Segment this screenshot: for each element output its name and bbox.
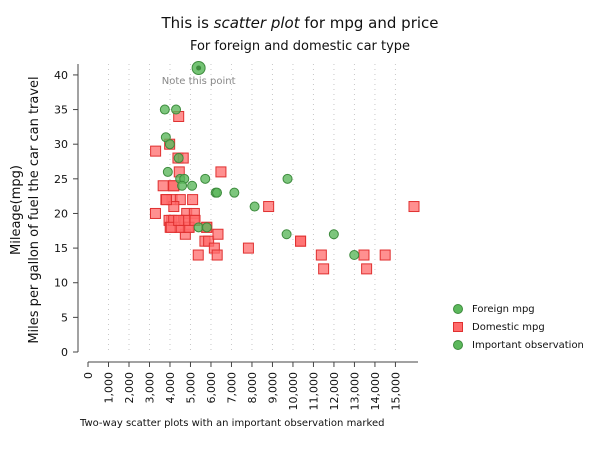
domestic-point [150,145,162,157]
y-tick-label: 20 [54,207,68,220]
chart-title-emphasis: scatter plot [213,14,300,32]
legend-label-domestic: Domestic mpg [472,321,545,333]
foreign-point [177,180,188,191]
domestic-point [263,201,275,213]
x-tick-label: 0 [82,372,95,379]
domestic-point [192,249,204,261]
foreign-point [193,222,204,233]
important-note: Note this point [162,76,236,87]
foreign-point [159,104,170,115]
y-tick-label: 35 [54,104,68,117]
legend-item-foreign: Foreign mpg [450,300,584,318]
foreign-point [249,201,260,212]
domestic-point [315,249,327,261]
domestic-point [203,235,215,247]
chart-caption: Two-way scatter plots with an important … [80,418,385,429]
chart-title: This is scatter plot for mpg and price [0,14,600,32]
x-tick-label: 8,000 [246,372,259,404]
domestic-point [160,194,172,206]
important-point-center [196,65,202,71]
domestic-point [358,249,370,261]
domestic-point [173,214,185,226]
foreign-point [187,180,198,191]
foreign-point [281,229,292,240]
x-tick-label: 6,000 [205,372,218,404]
legend-item-important: Important observation [450,336,584,354]
chart-subtitle: For foreign and domestic car type [189,39,411,54]
y-tick-label: 15 [54,242,68,255]
legend-swatch-domestic [450,322,466,332]
domestic-point [149,207,161,219]
x-tick-label: 14,000 [369,372,382,411]
x-tick-label: 12,000 [328,372,341,411]
domestic-point [174,194,186,206]
x-tick-label: 7,000 [225,372,238,404]
domestic-point [168,201,180,213]
foreign-point [164,139,175,150]
domestic-point [157,180,169,192]
y-tick-label: 30 [54,138,68,151]
legend-swatch-important [450,340,466,350]
domestic-point [295,235,307,247]
y-tick-label: 40 [54,69,68,82]
legend-item-domestic: Domestic mpg [450,318,584,336]
x-tick-label: 10,000 [287,372,300,411]
y-axis-title: Miles per gallon of fuel the car can tra… [27,76,42,343]
domestic-point [165,221,177,233]
domestic-point [318,263,330,275]
chart-title-pre: This is [161,14,214,32]
x-tick-label: 2,000 [123,372,136,404]
foreign-point [201,222,212,233]
x-tick-label: 15,000 [389,372,402,411]
x-tick-label: 4,000 [164,372,177,404]
foreign-point [200,173,211,184]
x-tick-label: 3,000 [143,372,156,404]
x-tick-label: 13,000 [348,372,361,411]
y-tick-label: 25 [54,173,68,186]
y-tick-label: 0 [61,346,68,359]
domestic-point [361,263,373,275]
y-tick-label: 10 [54,277,68,290]
chart-legend: Foreign mpg Domestic mpg Important obser… [450,300,584,354]
chart-title-post: for mpg and price [299,14,439,32]
foreign-point [162,166,173,177]
legend-label-important: Important observation [472,339,584,351]
legend-label-foreign: Foreign mpg [472,303,535,315]
domestic-point [187,194,199,206]
domestic-point [379,249,391,261]
x-tick-label: 11,000 [307,372,320,411]
domestic-point [408,201,420,213]
x-tick-label: 1,000 [102,372,115,404]
legend-swatch-foreign [450,304,466,314]
x-tick-label: 5,000 [184,372,197,404]
domestic-point [242,242,254,254]
domestic-point [211,249,223,261]
foreign-point [229,187,240,198]
domestic-point [212,228,224,240]
foreign-point [282,173,293,184]
domestic-point [215,166,227,178]
foreign-point [349,250,360,261]
foreign-point [173,153,184,164]
y-tick-label: 5 [61,311,68,324]
x-tick-label: 9,000 [266,372,279,404]
foreign-point [171,104,182,115]
y-axis-title: Mileage(mpg) [9,165,24,255]
foreign-point [212,187,223,198]
foreign-point [328,229,339,240]
